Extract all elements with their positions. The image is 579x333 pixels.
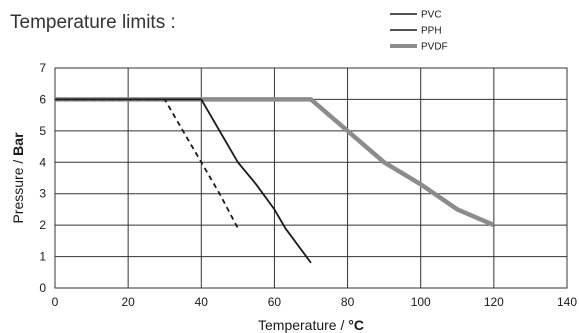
legend: PVC PPH PVDF (390, 10, 448, 53)
x-tick-label: 80 (341, 295, 355, 309)
legend-label-pph: PPH (421, 26, 442, 37)
x-tick-label: 40 (195, 295, 209, 309)
y-axis-label: Pressure / Bar (10, 132, 26, 224)
y-tick-label: 1 (39, 250, 46, 264)
x-tick-label: 60 (268, 295, 282, 309)
x-axis-label-prefix: Temperature / (258, 317, 348, 333)
y-axis-label-unit: Bar (10, 132, 26, 156)
y-tick-label: 6 (39, 92, 46, 106)
tick-labels: 0 1 2 3 4 5 6 7 0 20 40 60 80 100 120 140 (39, 61, 577, 309)
series-line-pph (55, 98, 312, 264)
y-tick-label: 0 (39, 281, 46, 295)
x-tick-label: 20 (121, 295, 135, 309)
series-lines (55, 97, 495, 264)
x-tick-label: 100 (411, 295, 431, 309)
y-tick-label: 5 (39, 124, 46, 138)
y-tick-label: 7 (39, 61, 46, 75)
legend-label-pvdf: PVDF (421, 42, 448, 53)
x-tick-label: 0 (52, 295, 59, 309)
legend-label-pvc: PVC (421, 10, 442, 21)
y-tick-label: 4 (39, 155, 46, 169)
x-tick-label: 140 (557, 295, 577, 309)
x-tick-label: 120 (484, 295, 504, 309)
x-axis-label-unit: °C (348, 317, 364, 333)
y-tick-label: 3 (39, 187, 46, 201)
x-axis-label: Temperature / °C (258, 317, 364, 333)
series-line-pvdf (55, 97, 495, 228)
chart-title: Temperature limits : (10, 12, 176, 33)
grid (54, 67, 568, 289)
series-line-pvc (55, 98, 239, 229)
y-tick-label: 2 (39, 218, 46, 232)
plot-frame (54, 67, 568, 289)
y-axis-label-prefix: Pressure / (10, 156, 26, 224)
